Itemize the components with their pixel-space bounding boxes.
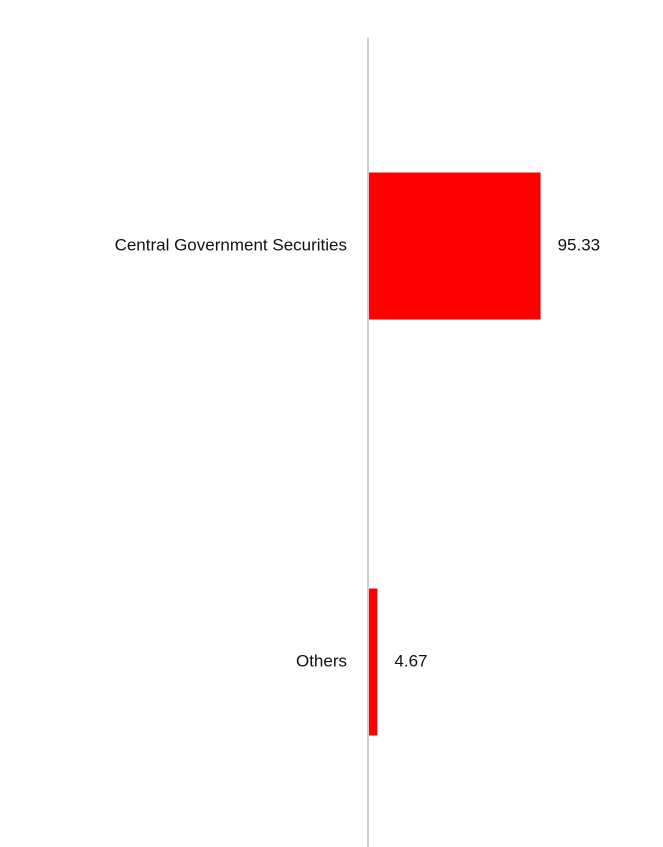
labels-group: Central Government Securities 95.33 Others… xyxy=(115,235,601,670)
value-label-1: 4.67 xyxy=(394,651,427,670)
category-label-1: Others xyxy=(296,651,347,670)
category-label-0: Central Government Securities xyxy=(115,235,347,254)
value-label-0: 95.33 xyxy=(558,235,601,254)
bar-0 xyxy=(369,172,541,320)
bar-1 xyxy=(369,588,378,736)
bars-group xyxy=(369,172,541,736)
